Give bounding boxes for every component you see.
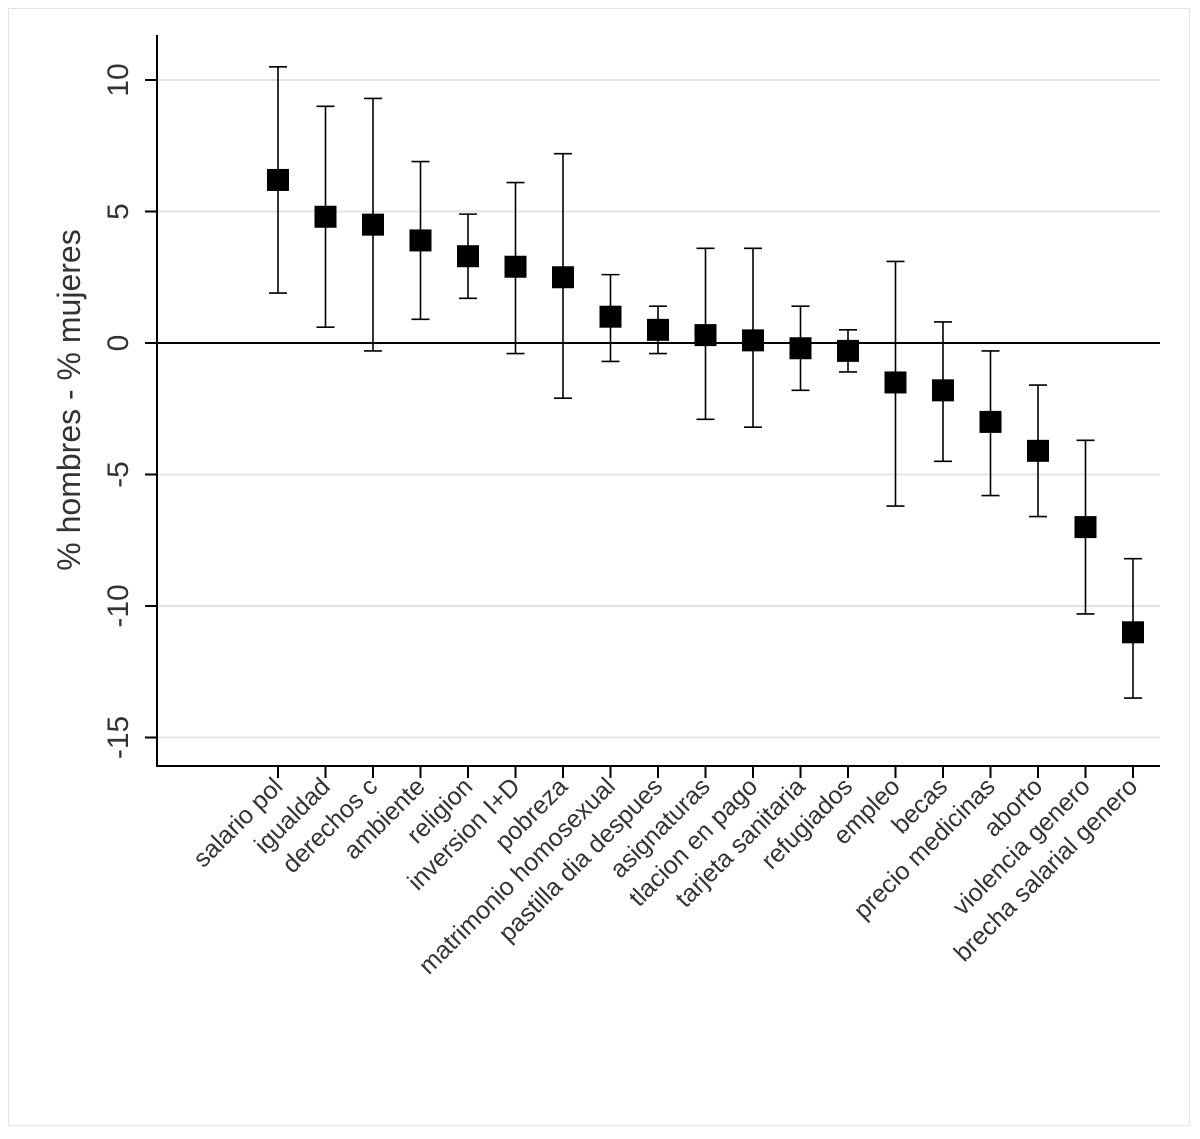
point-marker bbox=[932, 379, 954, 402]
y-ticks: 10 5 0 -5 -10 -15 bbox=[102, 63, 157, 759]
y-tick-label: -15 bbox=[102, 716, 135, 759]
point-marker bbox=[267, 168, 289, 191]
point-marker bbox=[742, 329, 764, 352]
chart-frame bbox=[8, 8, 1190, 1126]
point-marker bbox=[314, 205, 337, 228]
point-marker bbox=[552, 266, 574, 289]
y-tick-label: -10 bbox=[102, 584, 135, 627]
point-marker bbox=[1027, 439, 1049, 462]
point-marker bbox=[837, 339, 859, 362]
point-marker bbox=[362, 213, 384, 236]
point-marker bbox=[457, 245, 479, 268]
point-marker bbox=[979, 410, 1002, 433]
point-markers bbox=[267, 168, 1144, 644]
point-marker bbox=[884, 371, 907, 394]
point-marker bbox=[789, 337, 812, 360]
error-bars bbox=[269, 66, 1142, 699]
y-tick-label: 10 bbox=[102, 63, 135, 96]
grid-lines bbox=[157, 79, 1160, 739]
y-tick-label: -5 bbox=[102, 461, 135, 488]
y-tick-label: 5 bbox=[102, 203, 135, 220]
y-tick-label: 0 bbox=[102, 335, 135, 352]
point-marker bbox=[694, 324, 717, 347]
axes bbox=[156, 35, 1160, 767]
point-marker bbox=[504, 255, 527, 278]
point-marker bbox=[599, 305, 622, 328]
point-marker bbox=[1122, 621, 1144, 644]
point-marker bbox=[1074, 516, 1097, 539]
point-marker bbox=[647, 318, 669, 341]
point-marker bbox=[409, 229, 432, 252]
y-axis-label: % hombres - % mujeres bbox=[51, 229, 87, 570]
